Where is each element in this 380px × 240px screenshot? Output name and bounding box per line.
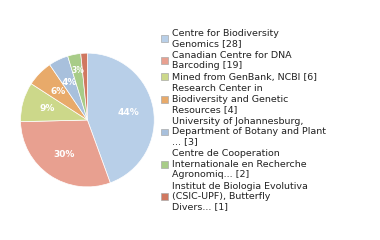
Text: 4%: 4%: [62, 78, 77, 87]
Text: 30%: 30%: [53, 150, 75, 159]
Wedge shape: [87, 53, 154, 183]
Wedge shape: [31, 65, 87, 120]
Text: 3%: 3%: [71, 66, 84, 75]
Wedge shape: [81, 53, 87, 120]
Text: 6%: 6%: [50, 87, 65, 96]
Legend: Centre for Biodiversity
Genomics [28], Canadian Centre for DNA
Barcoding [19], M: Centre for Biodiversity Genomics [28], C…: [161, 29, 326, 211]
Wedge shape: [68, 54, 87, 120]
Wedge shape: [21, 84, 87, 122]
Text: 44%: 44%: [117, 108, 139, 117]
Wedge shape: [21, 120, 110, 187]
Wedge shape: [50, 56, 87, 120]
Text: 9%: 9%: [40, 104, 55, 113]
